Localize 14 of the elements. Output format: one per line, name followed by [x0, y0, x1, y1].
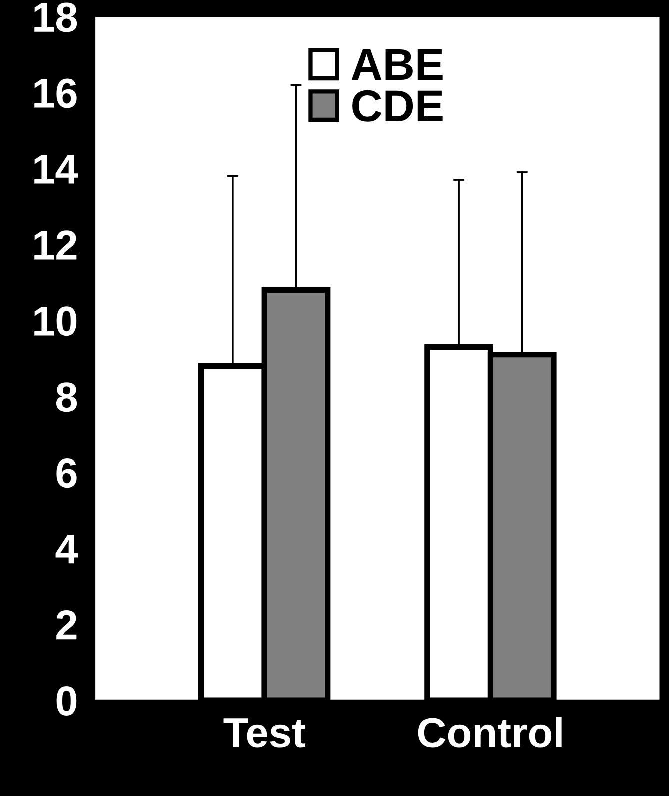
legend-label: CDE [352, 90, 443, 122]
y-tick-label: 16 [34, 78, 77, 108]
y-tick-label: 10 [34, 306, 77, 336]
y-tick-label: 18 [34, 2, 78, 32]
y-tick-label: 2 [56, 610, 77, 640]
y-tick-label: 4 [56, 534, 78, 564]
x-tick-label: Test [224, 718, 306, 748]
y-tick-label: 8 [56, 382, 78, 412]
y-tick-label: 0 [56, 686, 77, 716]
legend-label: ABE [352, 49, 443, 80]
y-tick-label: 6 [56, 458, 77, 488]
y-tick-label: 14 [34, 155, 78, 184]
x-tick-label: Control [418, 717, 562, 748]
y-tick-label: 12 [34, 230, 77, 260]
